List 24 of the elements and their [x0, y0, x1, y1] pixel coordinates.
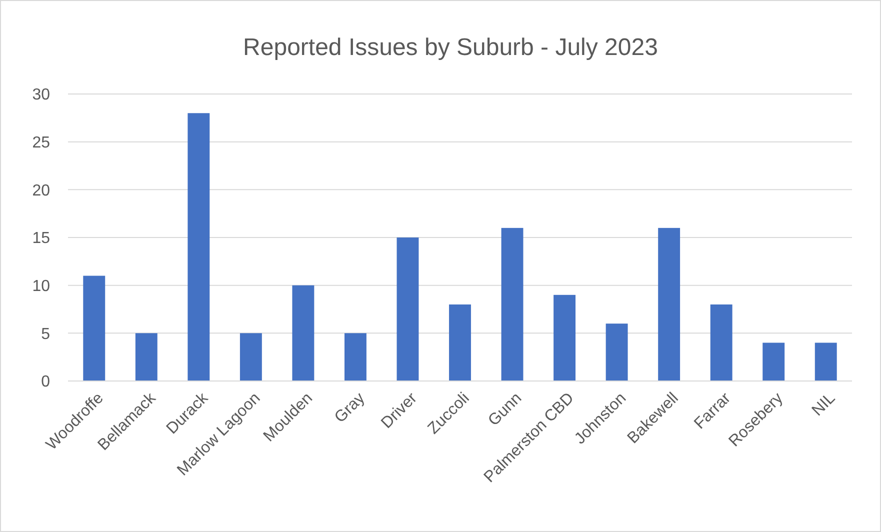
bar: [135, 333, 158, 381]
x-tick-label: NIL: [809, 390, 839, 420]
bar: [814, 342, 837, 381]
y-tick-label: 10: [32, 278, 50, 295]
bar: [240, 333, 262, 381]
bar: [449, 304, 471, 381]
y-tick-label: 30: [32, 86, 50, 104]
bar: [658, 228, 680, 381]
bar: [710, 304, 732, 381]
bar: [292, 285, 314, 381]
bar: [396, 238, 419, 381]
y-tick-label: 5: [41, 326, 50, 343]
bar: [83, 276, 106, 381]
y-tick-label: 20: [32, 182, 50, 200]
bar: [554, 294, 576, 381]
y-tick-label: 0: [41, 374, 50, 391]
bar: [501, 228, 524, 381]
bar: [762, 342, 785, 381]
chart-title: Reported Issues by Suburb - July 2023: [243, 34, 658, 61]
y-tick-label: 25: [32, 134, 50, 152]
bar: [344, 333, 366, 381]
bar: [188, 113, 210, 381]
y-tick-label: 15: [32, 230, 50, 248]
bar: [606, 324, 628, 381]
